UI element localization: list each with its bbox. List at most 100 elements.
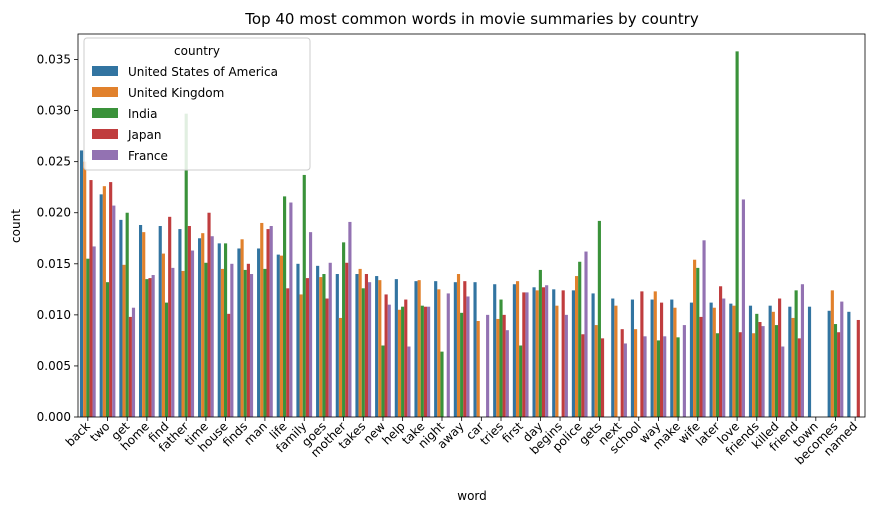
- bar: [145, 279, 149, 417]
- bar: [827, 310, 831, 417]
- legend-swatch: [92, 108, 118, 118]
- bar: [512, 284, 516, 417]
- bar: [89, 180, 93, 417]
- bar: [640, 291, 644, 417]
- bar: [368, 282, 372, 417]
- bar: [702, 240, 706, 417]
- bar: [348, 221, 352, 417]
- y-tick-label: 0.000: [37, 410, 71, 424]
- bar: [164, 302, 169, 417]
- bar: [545, 285, 549, 417]
- bar: [308, 232, 313, 417]
- bar: [322, 274, 326, 417]
- bar: [437, 289, 441, 417]
- bar: [761, 326, 765, 417]
- bar: [204, 262, 208, 417]
- bar: [735, 51, 739, 417]
- bar: [623, 343, 627, 417]
- bar: [797, 338, 801, 417]
- bar: [220, 268, 224, 417]
- bar: [630, 299, 635, 417]
- bar: [187, 226, 191, 417]
- bar: [407, 346, 411, 417]
- bar: [541, 287, 546, 417]
- bar: [342, 242, 346, 417]
- bar: [131, 307, 136, 417]
- bar: [833, 324, 838, 417]
- bar: [768, 305, 772, 417]
- bars: [79, 51, 860, 417]
- bar: [788, 306, 792, 417]
- bar: [614, 305, 618, 417]
- bar: [243, 269, 247, 417]
- bar: [712, 307, 716, 417]
- bar: [240, 239, 244, 417]
- bar: [791, 317, 795, 417]
- bar: [837, 332, 841, 417]
- bar: [555, 305, 559, 417]
- bar: [364, 274, 369, 417]
- legend-swatch: [92, 129, 118, 139]
- y-tick-label: 0.015: [37, 257, 71, 271]
- bar: [375, 276, 379, 417]
- bar: [505, 330, 509, 417]
- legend-swatch: [92, 150, 118, 160]
- bar: [335, 274, 339, 417]
- bar: [584, 251, 588, 417]
- bar: [361, 288, 365, 417]
- bar: [840, 301, 844, 417]
- bar: [689, 302, 694, 417]
- bar: [552, 289, 556, 417]
- bar: [807, 306, 812, 417]
- bar: [125, 212, 129, 417]
- bar: [634, 329, 638, 417]
- bar: [142, 232, 146, 417]
- bar: [522, 292, 526, 417]
- legend-label: Japan: [127, 128, 161, 142]
- bar: [574, 276, 579, 417]
- bar: [722, 298, 726, 417]
- bar: [434, 281, 438, 417]
- x-axis: backtwogethomefindfathertimehousefindsma…: [63, 417, 860, 467]
- bar: [594, 325, 598, 417]
- bar: [781, 346, 785, 417]
- bar: [656, 340, 660, 417]
- bar: [564, 314, 568, 417]
- bar: [571, 290, 575, 417]
- bar: [771, 311, 775, 417]
- bar: [719, 286, 723, 417]
- bar: [532, 287, 536, 417]
- bar: [378, 280, 382, 417]
- bar: [794, 290, 798, 417]
- bar: [296, 263, 300, 417]
- bar: [493, 284, 497, 417]
- bar: [748, 305, 753, 417]
- bar: [325, 298, 329, 417]
- bar: [525, 292, 529, 417]
- bar: [414, 281, 418, 417]
- bar: [696, 267, 700, 417]
- bar: [266, 229, 270, 417]
- bar: [257, 248, 261, 417]
- bar: [328, 262, 332, 417]
- bar: [230, 263, 234, 417]
- bar: [561, 290, 565, 417]
- bar: [384, 294, 388, 417]
- bar: [171, 267, 175, 417]
- bar: [427, 306, 431, 417]
- bar: [502, 314, 506, 417]
- bar: [466, 296, 470, 417]
- bar: [519, 345, 523, 417]
- bar: [515, 281, 520, 417]
- bar: [699, 316, 703, 417]
- bar: [338, 317, 343, 417]
- bar: [676, 337, 680, 417]
- legend-label: United States of America: [128, 65, 278, 79]
- y-axis-label: count: [9, 209, 23, 243]
- bar: [404, 299, 408, 417]
- chart-title: Top 40 most common words in movie summar…: [244, 10, 699, 28]
- bar: [263, 268, 267, 417]
- bar: [423, 306, 428, 417]
- bar: [283, 196, 287, 417]
- bar: [650, 299, 654, 417]
